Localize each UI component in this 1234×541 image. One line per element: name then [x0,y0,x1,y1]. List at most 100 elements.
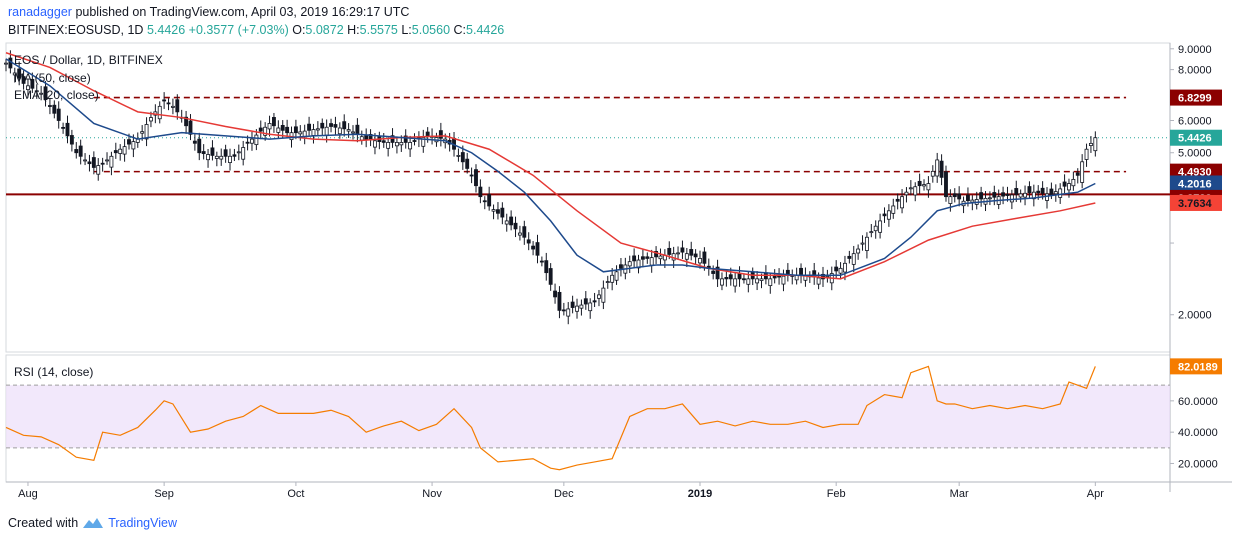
candle-body [320,122,325,129]
candle-body [373,140,377,148]
candle-body [166,102,171,105]
published-text: published on TradingView.com, April 03, … [75,5,410,19]
candle-body [746,278,751,285]
candle-body [465,158,470,169]
open-value: 5.0872 [305,23,344,37]
tradingview-logo-icon [83,518,104,528]
candle-body [245,141,250,144]
candle-body [329,123,333,127]
candle-body [851,253,856,265]
candle-body [184,116,189,127]
candle-body [987,197,992,200]
candle-body [864,236,869,251]
tradingview-link[interactable]: TradingView [108,516,177,530]
candle-body [509,216,514,226]
candle-body [1045,193,1049,201]
symbol-header: BITFINEX:EOSUSD, 1D 5.4426 +0.3577 (+7.0… [8,23,504,37]
candle-body [922,184,926,187]
candle-body [597,294,601,299]
candle-body [992,192,997,198]
candle-body [654,250,659,258]
candle-body [201,151,206,155]
candle-body [482,200,487,203]
candle-body [140,131,145,134]
price-tick-label: 2.0000 [1178,310,1212,322]
candle-body [307,123,312,131]
time-tick-label: Aug [18,488,38,500]
candle-body [886,210,891,220]
candle-body [390,135,395,143]
candle-body [1027,186,1032,194]
candle-body [601,287,606,303]
candle-body [315,128,320,131]
candle-body [456,154,461,157]
candle-body [43,86,48,101]
candle-body [1018,193,1023,198]
candle-body [386,142,391,149]
ma50-legend: MA (50, close) [14,71,91,85]
rsi-badge-label: 82.0189 [1178,361,1218,373]
candle-body [61,126,66,129]
candle-body [566,308,571,317]
rsi-badge [1170,358,1222,375]
candle-body [1005,193,1010,196]
candle-body [645,256,650,259]
candle-body [403,135,408,143]
candle-body [34,90,39,93]
ma50-line [5,52,1096,280]
candle-body [460,152,465,163]
time-tick-label: Feb [827,488,846,500]
candle-body [1023,192,1027,198]
candle-body [816,277,821,285]
candle-body [214,155,219,159]
candle-body [1071,178,1076,187]
candle-body [843,262,847,273]
candle-body [280,125,285,131]
candle-body [504,220,509,225]
candle-body [149,117,153,122]
candle-body [26,85,30,91]
candle-body [544,260,549,274]
candle-body [1062,181,1067,187]
candle-body [4,62,8,65]
candle-body [223,149,228,157]
close-label: C: [453,23,467,37]
price-pane [5,42,1171,353]
candle-body [676,252,680,255]
candle-body [399,142,404,146]
candle-body [1001,192,1006,197]
candle-body [575,305,579,312]
high-label: H: [347,23,360,37]
price-badge-label: 4.2016 [1178,178,1212,190]
candle-body [640,256,645,260]
time-tick-label: Nov [422,488,442,500]
candle-body [557,291,562,311]
candle-body [342,121,347,130]
candle-body [944,171,948,198]
time-tick-label: Apr [1087,488,1104,500]
price-badge-label: 3.7634 [1178,198,1213,210]
candle-body [724,276,729,280]
candle-body [966,194,970,202]
candle-body [56,108,61,121]
candle-body [913,186,918,196]
rsi-line [5,365,1096,471]
candle-body [517,232,522,236]
candle-body [298,131,303,135]
candle-body [614,271,619,281]
candle-body [236,151,241,154]
candle-body [926,183,931,191]
candle-body [272,117,276,127]
candle-body [412,140,417,142]
candle-body [69,135,74,145]
candle-body [78,145,83,157]
candle-body [52,104,57,114]
candle-body [1036,190,1041,194]
candle-body [561,309,566,312]
author-link[interactable]: ranadagger [8,5,72,19]
candle-body [658,255,663,260]
price-badge [1170,194,1222,211]
time-tick-label: 2019 [688,488,712,500]
candle-body [30,78,35,89]
